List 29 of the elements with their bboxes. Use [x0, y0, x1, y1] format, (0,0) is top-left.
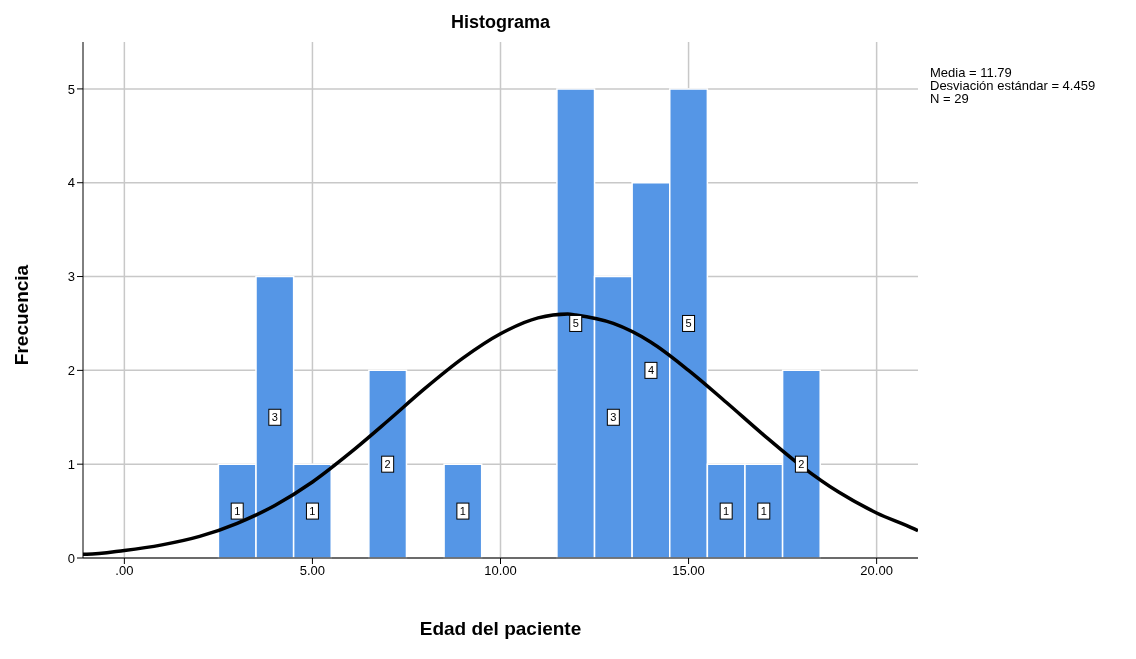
data-label: 2 [798, 458, 805, 471]
y-tick-label: 2 [67, 362, 75, 378]
data-label: 1 [459, 505, 466, 518]
data-label: 3 [271, 411, 278, 424]
chart-title: Histograma [450, 12, 551, 33]
text: Media = 11.79 [930, 65, 1013, 80]
data-label: 4 [647, 364, 655, 377]
x-tick-label: 5.00 [299, 563, 326, 579]
y-tick-label: 1 [67, 456, 75, 472]
data-label: 5 [572, 317, 579, 330]
data-label: 3 [610, 411, 617, 424]
data-label: 1 [309, 505, 316, 518]
data-label: 5 [685, 317, 692, 330]
text: Desviación estándar = 4.459 [930, 78, 1096, 93]
text: N = 29 [930, 91, 970, 106]
data-label: 2 [384, 458, 391, 471]
x-tick-label: .00 [115, 563, 134, 579]
x-tick-label: 15.00 [672, 563, 705, 579]
y-tick-label: 3 [67, 269, 75, 285]
y-axis-title: Frecuencia [11, 264, 33, 366]
x-tick-label: 10.00 [484, 563, 517, 579]
y-tick-label: 4 [67, 175, 75, 191]
x-tick-label: 20.00 [860, 563, 893, 579]
data-label: 1 [234, 505, 241, 518]
y-tick-label: 0 [67, 550, 75, 566]
data-label: 1 [723, 505, 730, 518]
y-tick-label: 5 [67, 81, 75, 97]
x-axis-title: Edad del paciente [418, 618, 583, 640]
data-label: 1 [760, 505, 767, 518]
